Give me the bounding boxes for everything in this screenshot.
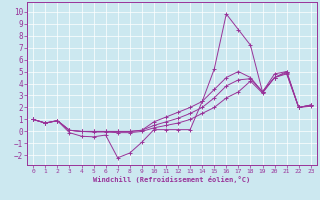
X-axis label: Windchill (Refroidissement éolien,°C): Windchill (Refroidissement éolien,°C) — [93, 176, 251, 183]
